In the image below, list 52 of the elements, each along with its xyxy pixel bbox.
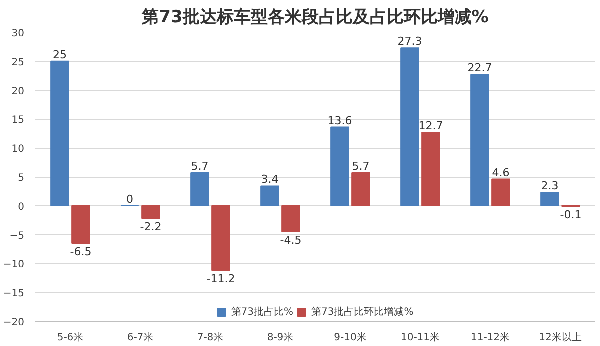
bar (50, 60, 70, 206)
chart-title: 第73批达标车型各米段占比及占比环比增减% (141, 8, 489, 28)
data-label: 0 (126, 192, 134, 206)
data-label: -0.1 (560, 208, 582, 222)
data-label: 12.7 (418, 119, 444, 132)
x-tick-label: 9-10米 (334, 332, 367, 344)
data-label: -11.2 (206, 272, 236, 286)
data-label: 2.3 (541, 180, 559, 193)
bar (190, 172, 210, 206)
legend-label: 第73批占比环比增减% (312, 306, 414, 319)
x-tick-label: 5-6米 (57, 332, 84, 344)
data-label: 27.3 (398, 35, 422, 48)
y-tick-label: 15 (12, 115, 25, 126)
y-tick-label: 20 (12, 86, 25, 98)
y-tick-label: 0 (18, 202, 25, 213)
bar (282, 205, 300, 232)
legend-label: 第73批占比% (231, 306, 294, 319)
data-label: 25 (53, 48, 67, 62)
data-label: 4.6 (492, 166, 510, 180)
x-tick-label: 12米以上 (539, 332, 582, 344)
data-label: 3.4 (261, 173, 279, 186)
data-label: -2.2 (140, 220, 162, 234)
data-label: 5.7 (352, 160, 370, 173)
bar (470, 74, 490, 206)
y-tick-label: 5 (18, 173, 25, 184)
x-tick-label: 11-12米 (470, 332, 510, 344)
y-tick-label: 10 (12, 144, 25, 156)
y-tick-label: −5 (10, 230, 25, 242)
y-tick-label: 25 (12, 57, 25, 68)
data-label: -4.5 (280, 234, 302, 247)
x-tick-label: 7-8米 (197, 332, 224, 344)
x-tick-label: 10-11米 (400, 332, 440, 344)
bar (330, 126, 350, 206)
bar (142, 205, 160, 220)
bar (260, 186, 280, 206)
data-label: 5.7 (191, 160, 209, 173)
y-tick-label: −15 (3, 288, 25, 300)
data-label: -6.5 (70, 245, 92, 258)
bar (492, 178, 510, 206)
y-tick-label: −20 (3, 318, 25, 328)
data-label: 13.6 (328, 114, 352, 128)
bar (540, 192, 560, 206)
bar (422, 132, 440, 206)
bar (400, 48, 420, 206)
bar (352, 172, 370, 206)
bar (212, 205, 230, 272)
data-label: 22.7 (468, 62, 492, 75)
x-tick-label: 8-9米 (267, 332, 294, 344)
y-tick-label: −10 (3, 260, 25, 271)
y-tick-label: 30 (12, 28, 25, 40)
x-tick-label: 6-7米 (127, 332, 154, 344)
bar (72, 205, 90, 244)
